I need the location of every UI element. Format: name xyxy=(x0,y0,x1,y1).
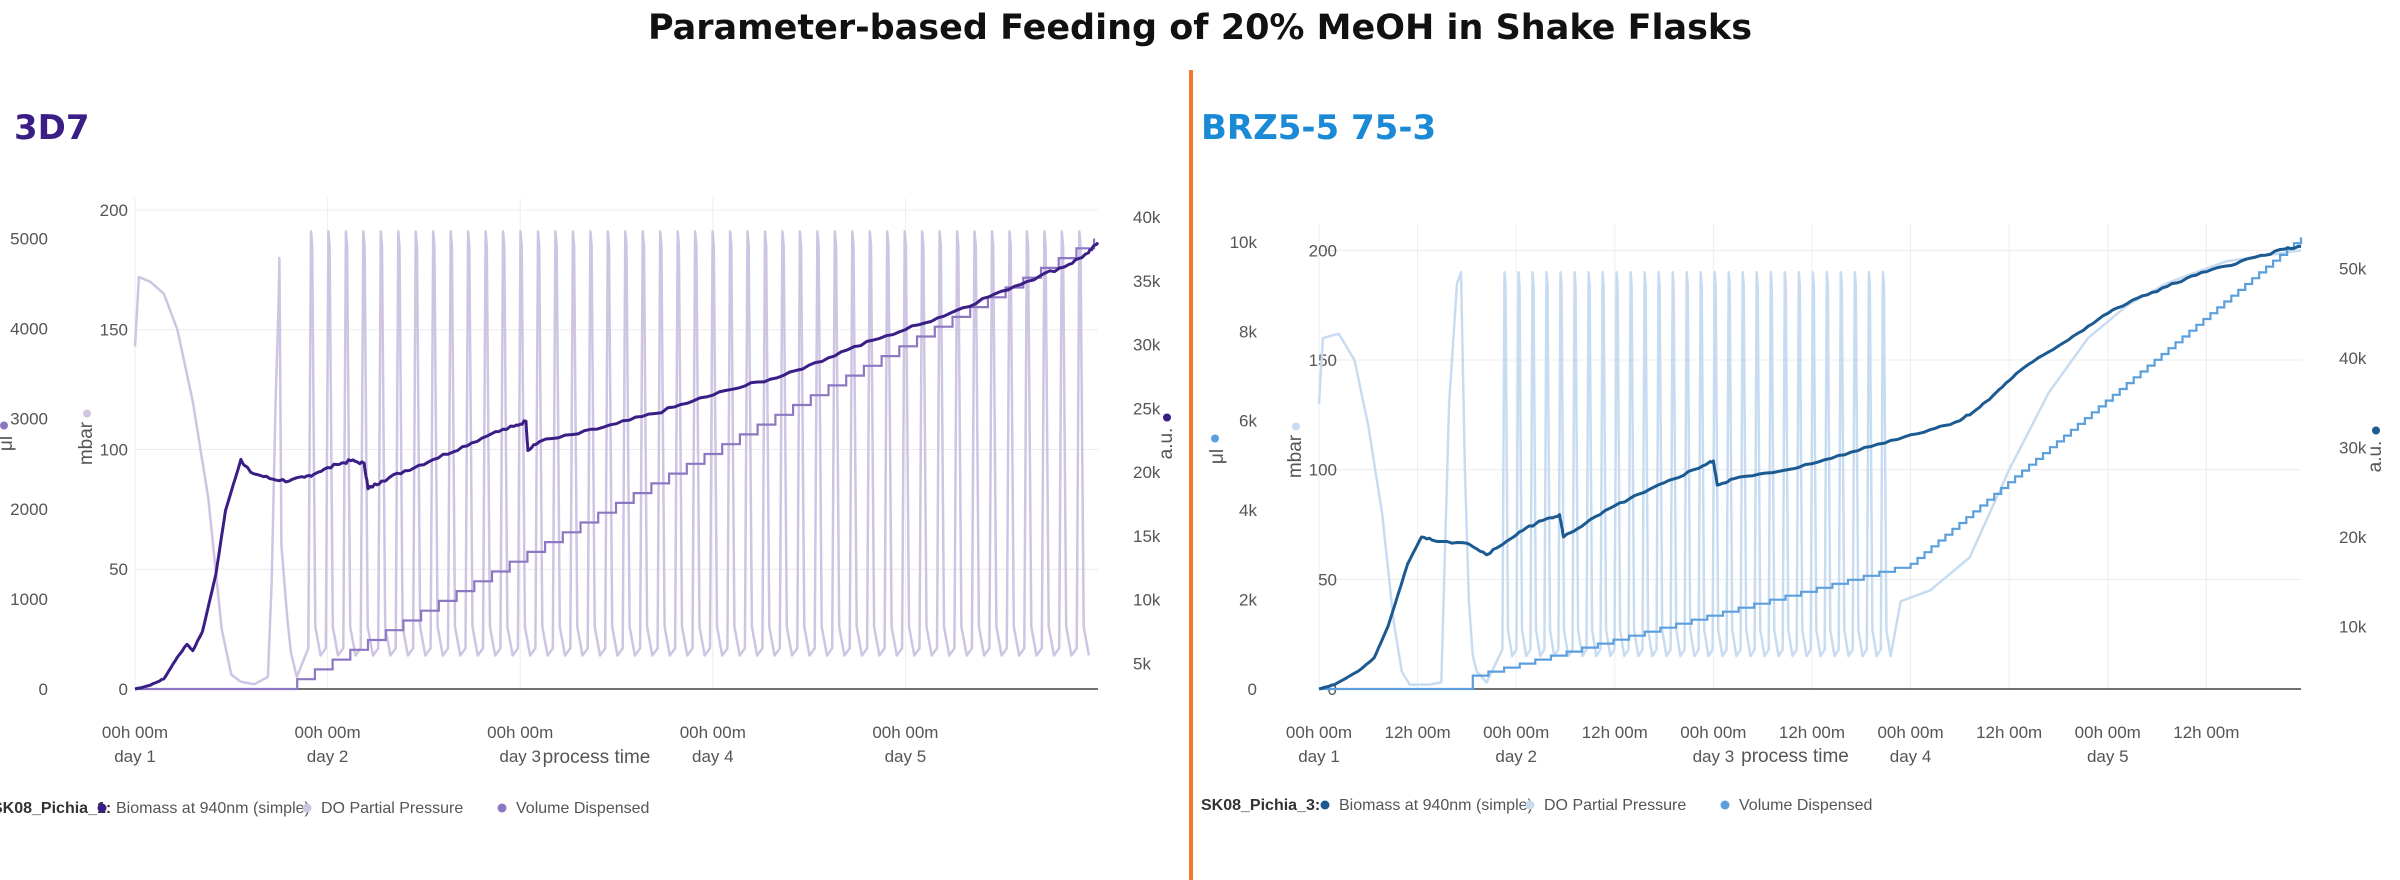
legend-marker xyxy=(97,803,107,813)
x-tick-label: day 4 xyxy=(692,747,734,766)
mbar-tick-label: 200 xyxy=(1309,241,1337,260)
volume-dispensed-line xyxy=(1319,237,2303,691)
au-tick-label: 50k xyxy=(2339,260,2367,279)
mbar-tick-label: 50 xyxy=(109,560,128,579)
x-tick-label: day 5 xyxy=(885,747,927,766)
main-title: Parameter-based Feeding of 20% MeOH in S… xyxy=(647,8,1753,48)
panel-title-right: BRZ5-5 75-3 xyxy=(1201,108,1437,148)
au-tick-label: 30k xyxy=(1133,336,1161,355)
au-tick-label: 10k xyxy=(2339,617,2367,636)
x-tick-label: 00h 00m xyxy=(1680,723,1746,742)
au-axis-marker xyxy=(1163,413,1171,422)
au-axis-marker xyxy=(2372,426,2380,435)
panel-title-left: 3D7 xyxy=(14,108,90,148)
chart-left: 0501001502000100020003000400050005k10k15… xyxy=(0,198,1177,817)
legend-title: SK08_Pichia_1: xyxy=(0,800,111,817)
au-tick-label: 20k xyxy=(1133,463,1161,482)
biomass-line xyxy=(134,241,1100,691)
legend-label: DO Partial Pressure xyxy=(1544,797,1686,814)
ul-axis-label: μl xyxy=(1207,449,1228,464)
mbar-tick-label: 200 xyxy=(100,201,128,220)
x-tick-label: 12h 00m xyxy=(2173,723,2239,742)
x-tick-label: 00h 00m xyxy=(1483,723,1549,742)
mbar-axis-label: mbar xyxy=(1285,434,1306,478)
chart-right: 05010015020002k4k6k8k10k10k20k30k40k50kμ… xyxy=(1201,224,2386,814)
ul-tick-label: 0 xyxy=(39,680,48,699)
mbar-tick-label: 100 xyxy=(1309,461,1337,480)
au-tick-label: 15k xyxy=(1133,527,1161,546)
au-tick-label: 40k xyxy=(1133,208,1161,227)
ul-tick-label: 2k xyxy=(1239,591,1257,610)
ul-tick-label: 4k xyxy=(1239,501,1257,520)
au-tick-label: 35k xyxy=(1133,272,1161,291)
mbar-axis-marker xyxy=(83,409,91,418)
x-tick-label: 00h 00m xyxy=(1877,723,1943,742)
x-tick-label: 12h 00m xyxy=(1582,723,1648,742)
legend-marker xyxy=(1720,800,1730,810)
x-tick-label: 00h 00m xyxy=(680,723,746,742)
do-partial-pressure-line xyxy=(133,230,1091,686)
legend-label: Biomass at 940nm (simple) xyxy=(116,800,310,817)
x-tick-label: day 3 xyxy=(1693,747,1735,766)
panel-divider xyxy=(1189,70,1193,880)
x-tick-label: day 1 xyxy=(1298,747,1340,766)
legend-label: Volume Dispensed xyxy=(516,800,649,817)
x-tick-label: 12h 00m xyxy=(1385,723,1451,742)
legend-label: Biomass at 940nm (simple) xyxy=(1339,797,1533,814)
x-tick-label: 00h 00m xyxy=(1286,723,1352,742)
x-tick-label: day 5 xyxy=(2087,747,2129,766)
x-tick-label: day 2 xyxy=(307,747,349,766)
do-partial-pressure-line xyxy=(1317,249,2302,686)
legend-label: DO Partial Pressure xyxy=(321,800,463,817)
ul-tick-label: 10k xyxy=(1230,233,1258,252)
au-tick-label: 5k xyxy=(1133,654,1151,673)
x-tick-label: 00h 00m xyxy=(872,723,938,742)
ul-tick-label: 4000 xyxy=(10,320,48,339)
mbar-tick-label: 50 xyxy=(1318,570,1337,589)
x-tick-label: day 3 xyxy=(499,747,541,766)
au-tick-label: 30k xyxy=(2339,439,2367,458)
mbar-tick-label: 150 xyxy=(100,321,128,340)
legend-marker xyxy=(1320,800,1330,810)
ul-tick-label: 5000 xyxy=(10,230,48,249)
ul-tick-label: 2000 xyxy=(10,500,48,519)
x-axis-label: process time xyxy=(1741,746,1849,767)
legend-marker xyxy=(1525,800,1535,810)
legend-marker xyxy=(302,803,312,813)
x-tick-label: 12h 00m xyxy=(1976,723,2042,742)
mbar-axis-marker xyxy=(1292,422,1300,431)
ul-tick-label: 8k xyxy=(1239,322,1257,341)
mbar-axis-label: mbar xyxy=(76,421,97,465)
legend-marker xyxy=(497,803,507,813)
ul-axis-marker xyxy=(1211,434,1219,443)
x-axis-label: process time xyxy=(543,747,651,768)
x-tick-label: 12h 00m xyxy=(1779,723,1845,742)
ul-axis-marker xyxy=(0,421,8,430)
x-tick-label: 00h 00m xyxy=(2075,723,2141,742)
ul-tick-label: 0 xyxy=(1248,680,1257,699)
legend-title: SK08_Pichia_3: xyxy=(1201,797,1320,814)
x-tick-label: day 1 xyxy=(114,747,156,766)
x-tick-label: day 4 xyxy=(1890,747,1932,766)
ul-axis-label: μl xyxy=(0,436,17,451)
biomass-line xyxy=(1318,244,2302,691)
au-tick-label: 40k xyxy=(2339,349,2367,368)
ul-tick-label: 6k xyxy=(1239,412,1257,431)
au-axis-label: a.u. xyxy=(2365,441,2386,473)
volume-dispensed-line xyxy=(135,238,1096,691)
x-tick-label: 00h 00m xyxy=(102,723,168,742)
au-tick-label: 25k xyxy=(1133,399,1161,418)
au-axis-label: a.u. xyxy=(1156,428,1177,460)
x-tick-label: 00h 00m xyxy=(295,723,361,742)
ul-tick-label: 1000 xyxy=(10,590,48,609)
x-tick-label: day 2 xyxy=(1495,747,1537,766)
mbar-tick-label: 100 xyxy=(100,440,128,459)
ul-tick-label: 3000 xyxy=(10,410,48,429)
au-tick-label: 20k xyxy=(2339,528,2367,547)
legend-label: Volume Dispensed xyxy=(1739,797,1872,814)
au-tick-label: 10k xyxy=(1133,591,1161,610)
x-tick-label: 00h 00m xyxy=(487,723,553,742)
mbar-tick-label: 0 xyxy=(119,680,128,699)
